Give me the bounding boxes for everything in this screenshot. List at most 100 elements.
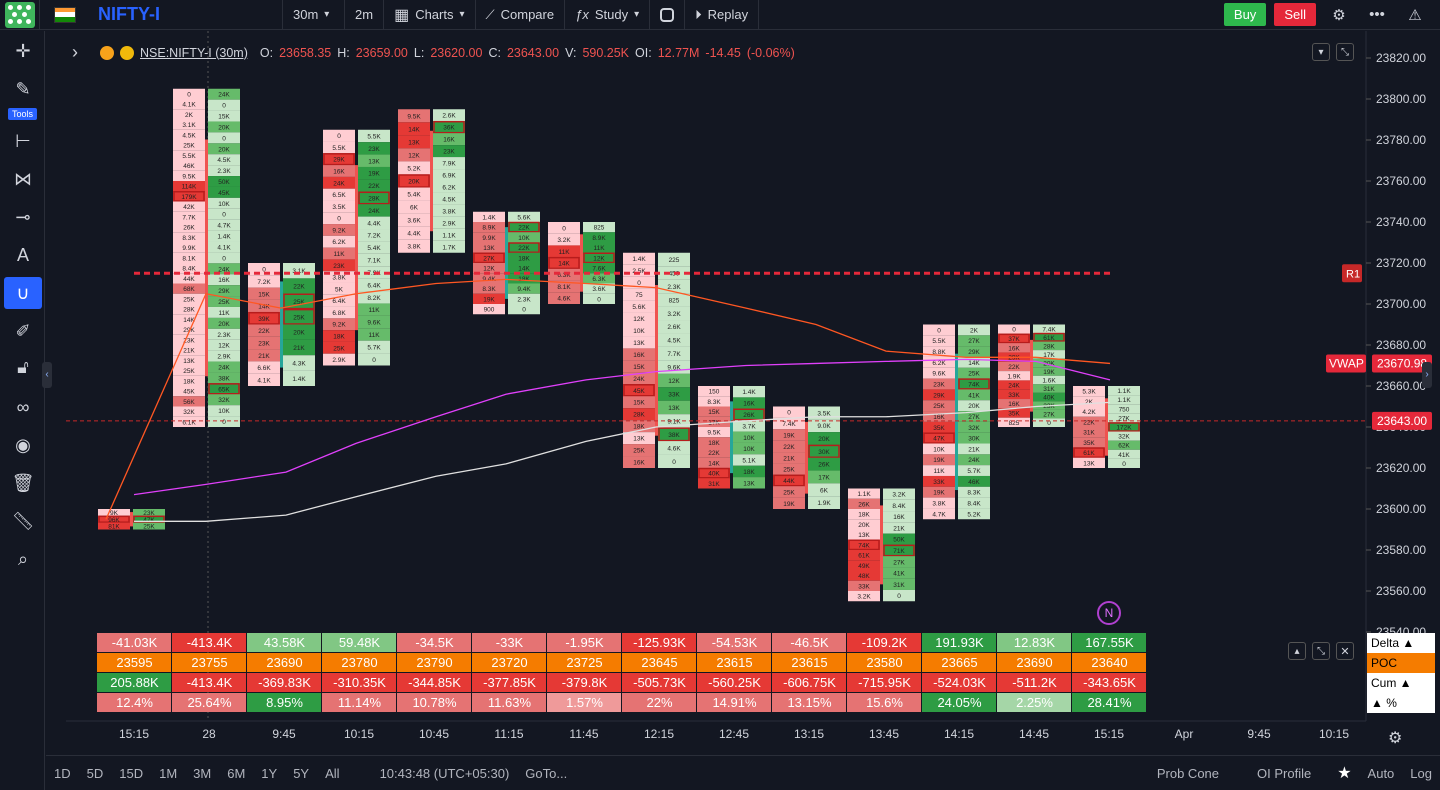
fib-icon[interactable]: ⊢ xyxy=(15,130,31,151)
pencil-icon[interactable]: ✎ xyxy=(15,78,31,99)
footprint-cell xyxy=(883,511,915,523)
range-5y[interactable]: 5Y xyxy=(293,765,310,781)
chart-pane[interactable]: 9K 96K 81K 23K 47K 25K 0 4.1K 2K 3.1K 4.5K 25K 5.5K 4… xyxy=(42,31,1440,755)
footprint-cell xyxy=(323,282,355,295)
line-icon[interactable]: ⊸ xyxy=(15,206,31,227)
footprint-cell xyxy=(358,154,390,167)
brush-icon[interactable]: ✐ xyxy=(15,320,31,341)
footprint-cell-label: 6.2K xyxy=(332,239,346,246)
zoom-icon[interactable]: ⌕ xyxy=(17,548,29,569)
footprint-cell xyxy=(173,252,205,263)
stats-cell xyxy=(247,653,321,672)
footprint-cell xyxy=(433,133,465,146)
scroll-left-handle[interactable]: ‹ xyxy=(42,362,52,388)
chevron-down-icon[interactable]: ▾ xyxy=(1312,43,1330,61)
chevron-up-icon[interactable]: ▴ xyxy=(1288,642,1306,660)
footprint-cell-label: 15K xyxy=(218,114,230,121)
eye-icon[interactable]: ◉ xyxy=(15,434,31,455)
app-logo[interactable] xyxy=(0,0,40,30)
footprint-cell-label: 8.9K xyxy=(482,225,496,232)
footprint-cell xyxy=(323,141,355,154)
magnet-icon[interactable]: ∪ xyxy=(4,277,42,309)
interval-dropdown[interactable]: 30m ▾ xyxy=(282,0,344,30)
log-scale-button[interactable]: Log xyxy=(1410,765,1432,781)
range-5d[interactable]: 5D xyxy=(86,765,104,781)
instagram-button[interactable] xyxy=(649,0,684,30)
auto-scale-button[interactable]: Auto xyxy=(1367,765,1395,781)
settings-gear-icon[interactable]: ⚙ xyxy=(1332,6,1346,24)
stats-cell-label: -46.5K xyxy=(790,635,829,650)
footprint-cell-label: 13K xyxy=(633,340,645,347)
lock-icon[interactable]: 🔓︎ xyxy=(17,356,29,377)
footprint-cell xyxy=(508,283,540,294)
range-15d[interactable]: 15D xyxy=(119,765,144,781)
close-icon[interactable]: ✕ xyxy=(1336,642,1354,660)
footprint-poc-box xyxy=(583,252,615,264)
symbol-search-button[interactable]: NIFTY-I xyxy=(98,4,160,24)
study-dropdown[interactable]: ƒx Study ▾ xyxy=(564,0,649,30)
chart-canvas[interactable]: 9K96K81K23K47K25K04.1K2K3.1K4.5K25K5.5K4… xyxy=(46,31,1440,755)
stats-cell xyxy=(472,673,546,692)
footprint-cell-label: 44K xyxy=(783,478,795,485)
footprint-cell xyxy=(208,306,240,318)
ruler-icon[interactable]: 📏︎ xyxy=(11,510,35,531)
news-badge-icon[interactable]: N xyxy=(1097,601,1121,625)
alert-warning-icon[interactable]: ⚠ xyxy=(1408,6,1422,24)
stats-cell xyxy=(697,633,771,652)
footprint-cell xyxy=(883,589,915,602)
footprint-cell xyxy=(1033,358,1065,368)
stats-cell-label: -377.85K xyxy=(483,675,536,690)
compare-button[interactable]: ⟋ Compare xyxy=(474,0,565,30)
range-1y[interactable]: 1Y xyxy=(261,765,278,781)
settings-gear-icon[interactable]: ⚙ xyxy=(1388,730,1403,747)
star-icon[interactable]: ★ xyxy=(1337,765,1352,782)
link-icon[interactable]: ∞ xyxy=(16,396,30,417)
range-1d[interactable]: 1D xyxy=(54,765,71,781)
footprint-cell-label: 179K xyxy=(181,194,197,201)
clock[interactable]: 10:43:48 (UTC+05:30) xyxy=(379,765,510,781)
footprint-cell-label: 16K xyxy=(633,460,645,467)
footprint-cell-label: 33K xyxy=(933,479,945,486)
replay-button[interactable]: ⏵ Replay xyxy=(684,0,760,30)
range-6m[interactable]: 6M xyxy=(227,765,246,781)
footprint-cell xyxy=(958,378,990,390)
footprint-cell xyxy=(173,273,205,284)
text-icon[interactable]: A xyxy=(16,244,29,265)
footprint-cell xyxy=(208,176,240,187)
scroll-right-handle[interactable]: › xyxy=(1422,362,1432,388)
expand-icon[interactable]: ⤡ xyxy=(1312,642,1330,660)
footprint-cell xyxy=(958,367,990,379)
stats-cell xyxy=(622,633,696,652)
range-1m[interactable]: 1M xyxy=(159,765,178,781)
footprint-cell-label: 225 xyxy=(669,257,680,264)
buy-button[interactable]: Buy xyxy=(1223,3,1267,26)
range-all[interactable]: All xyxy=(325,765,340,781)
prob-cone-button[interactable]: Prob Cone xyxy=(1156,765,1220,781)
charts-dropdown[interactable]: ▦ Charts ▾ xyxy=(383,0,474,30)
crosshair-icon[interactable]: ✛ xyxy=(15,40,31,61)
sell-button[interactable]: Sell xyxy=(1274,3,1316,26)
footprint-cell-label: 0 xyxy=(562,225,566,232)
footprint-cell-label: 13K xyxy=(633,436,645,443)
oi-profile-button[interactable]: OI Profile xyxy=(1257,765,1312,781)
footprint-cell-label: 900 xyxy=(484,307,495,314)
pattern-icon[interactable]: ⋈ xyxy=(14,168,32,189)
footprint-cell-label: 8.9K xyxy=(592,235,606,242)
collapse-chevron-icon[interactable]: › xyxy=(72,42,78,62)
footprint-cell xyxy=(433,169,465,181)
more-options-icon[interactable]: ••• xyxy=(1369,6,1385,23)
interval-2m-button[interactable]: 2m xyxy=(344,0,383,30)
expand-icon[interactable]: ⤡ xyxy=(1336,43,1354,61)
market-status-icon xyxy=(100,45,114,60)
goto-button[interactable]: GoTo... xyxy=(525,765,568,781)
range-3m[interactable]: 3M xyxy=(193,765,212,781)
footprint-cell xyxy=(358,129,390,143)
footprint-cell-label: 0 xyxy=(187,91,191,98)
trash-icon[interactable]: 🗑︎ xyxy=(11,472,35,493)
footprint-cell-label: 0 xyxy=(222,212,226,219)
footprint-cell-label: 16K xyxy=(893,514,905,521)
footprint-poc-box xyxy=(923,432,955,444)
footprint-cell xyxy=(508,273,540,284)
footprint-cell xyxy=(848,570,880,581)
legend-symbol[interactable]: NSE:NIFTY-I (30m) xyxy=(140,45,248,60)
